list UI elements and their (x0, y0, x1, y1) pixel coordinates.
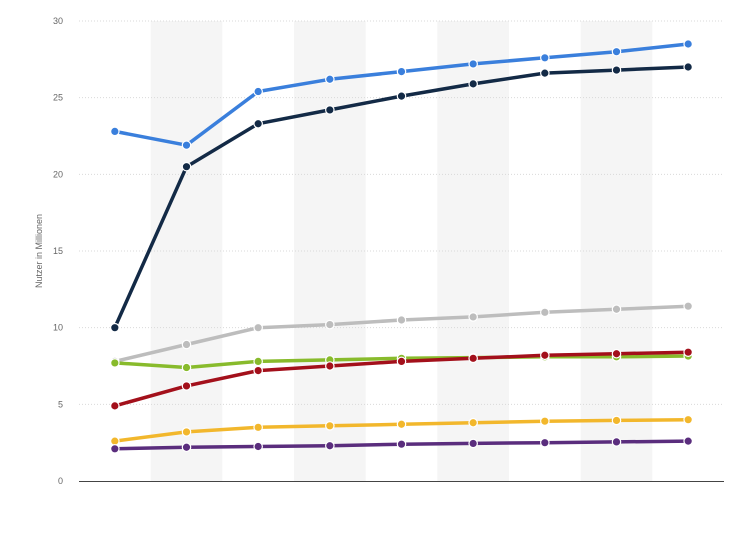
data-point[interactable] (181, 427, 192, 437)
data-point[interactable] (611, 415, 622, 426)
data-point[interactable] (325, 361, 335, 371)
series-2 (110, 62, 693, 333)
data-point[interactable] (396, 356, 407, 367)
data-point[interactable] (396, 91, 407, 101)
data-point[interactable] (110, 126, 120, 137)
data-point[interactable] (540, 68, 550, 78)
data-point[interactable] (683, 62, 693, 72)
data-point[interactable] (325, 420, 335, 431)
grid-lines (79, 20, 724, 405)
background-band (150, 21, 223, 481)
data-point[interactable] (468, 438, 478, 449)
background-band (294, 21, 366, 481)
data-point[interactable] (468, 417, 478, 428)
data-point[interactable] (396, 439, 407, 449)
data-point[interactable] (396, 66, 407, 77)
data-point[interactable] (325, 440, 335, 451)
data-point[interactable] (325, 319, 335, 330)
y-tick-label: 20 (53, 169, 63, 179)
background-band (437, 21, 509, 481)
data-point[interactable] (540, 52, 550, 63)
data-point[interactable] (683, 436, 693, 446)
data-point[interactable] (468, 312, 478, 322)
data-point[interactable] (468, 79, 478, 89)
y-tick-label: 30 (53, 16, 63, 26)
data-point[interactable] (253, 322, 263, 333)
data-point[interactable] (181, 362, 192, 373)
data-point[interactable] (540, 437, 550, 448)
data-point[interactable] (611, 348, 622, 359)
data-point[interactable] (181, 381, 192, 391)
data-point[interactable] (468, 59, 478, 69)
data-point[interactable] (253, 118, 263, 129)
data-point[interactable] (683, 39, 693, 49)
data-point[interactable] (253, 86, 263, 97)
data-point[interactable] (253, 441, 263, 452)
data-point[interactable] (683, 347, 693, 357)
data-point[interactable] (611, 304, 622, 315)
data-point[interactable] (325, 105, 335, 115)
series-7 (110, 436, 693, 454)
series-5 (110, 347, 693, 411)
data-point[interactable] (540, 350, 550, 361)
series-6 (110, 414, 693, 446)
data-point[interactable] (540, 416, 550, 426)
y-tick-label: 10 (53, 323, 63, 333)
data-point[interactable] (110, 443, 120, 454)
y-tick-label: 15 (53, 246, 63, 256)
data-point[interactable] (110, 401, 120, 411)
data-point[interactable] (611, 46, 622, 57)
y-axis-title: Nutzer in Millionen (34, 214, 44, 288)
data-point[interactable] (181, 140, 192, 150)
data-point[interactable] (325, 74, 335, 85)
data-point[interactable] (110, 322, 120, 333)
data-point[interactable] (181, 442, 192, 453)
data-point[interactable] (468, 353, 478, 364)
data-point[interactable] (253, 365, 263, 376)
data-point[interactable] (181, 339, 192, 350)
data-point[interactable] (110, 358, 120, 368)
data-point[interactable] (253, 356, 263, 367)
data-point[interactable] (683, 301, 693, 311)
data-point[interactable] (396, 315, 407, 325)
data-point[interactable] (396, 419, 407, 430)
y-tick-label: 5 (58, 399, 63, 409)
y-axis-ticks: 0 5 10 15 20 25 30 (53, 16, 63, 486)
data-point[interactable] (181, 161, 192, 172)
data-point[interactable] (540, 307, 550, 318)
y-tick-label: 25 (53, 93, 63, 103)
data-point[interactable] (683, 414, 693, 425)
series-1 (110, 39, 693, 150)
y-tick-label: 0 (58, 476, 63, 486)
data-point[interactable] (611, 65, 622, 75)
data-point[interactable] (253, 422, 263, 433)
series-group (110, 39, 693, 454)
data-point[interactable] (611, 437, 622, 447)
